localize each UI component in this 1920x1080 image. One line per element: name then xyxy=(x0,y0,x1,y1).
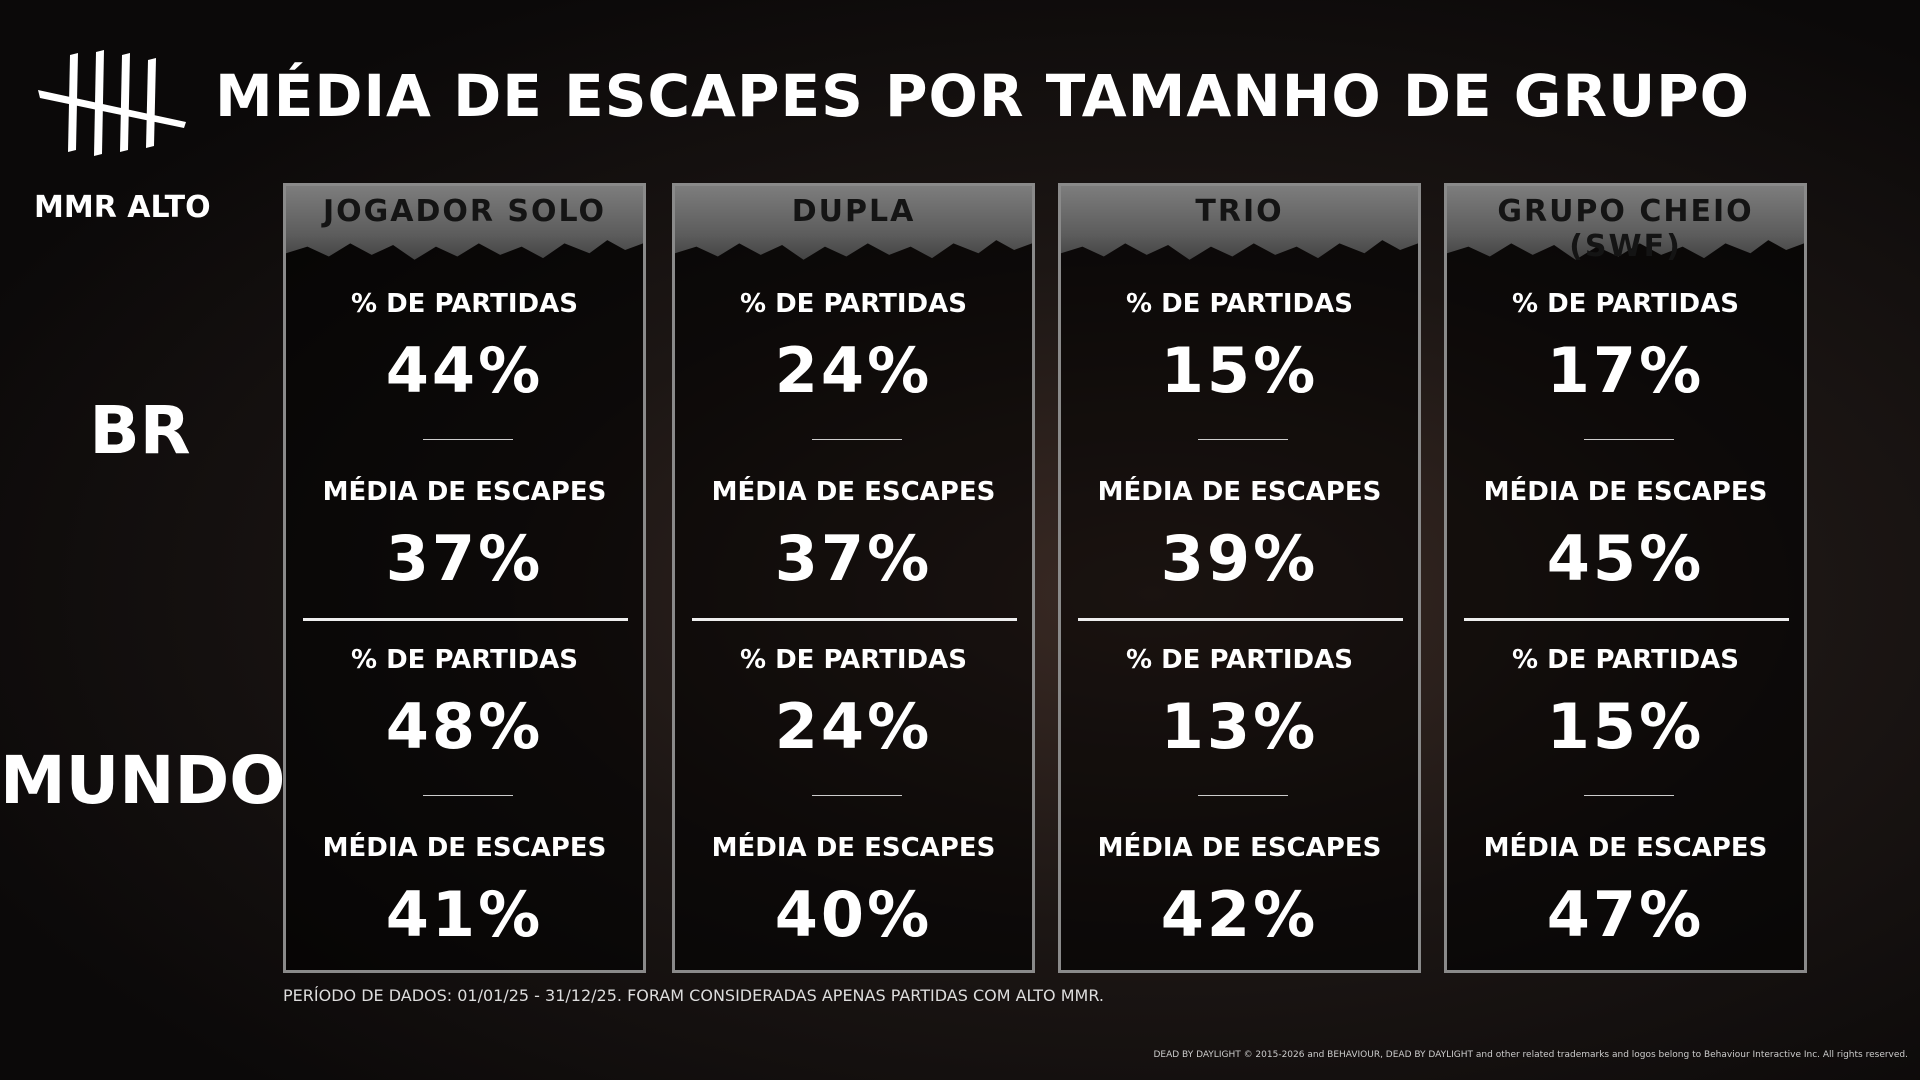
metric-value: 48% xyxy=(385,690,544,763)
metric-value: 44% xyxy=(385,334,544,407)
metric-value: 39% xyxy=(1160,522,1319,595)
copyright: DEAD BY DAYLIGHT © 2015-2026 and BEHAVIO… xyxy=(1153,1050,1908,1060)
metric-value: 24% xyxy=(774,690,933,763)
divider xyxy=(1464,618,1789,621)
metric-label: MÉDIA DE ESCAPES xyxy=(1097,477,1382,507)
group-name: JOGADOR SOLO xyxy=(322,194,607,229)
logo xyxy=(38,50,186,156)
title: MÉDIA DE ESCAPES POR TAMANHO DE GRUPO xyxy=(215,62,1750,130)
divider xyxy=(1584,439,1674,440)
group-name: DUPLA xyxy=(791,194,916,229)
metric-value: 15% xyxy=(1546,690,1705,763)
metric-value: 37% xyxy=(385,522,544,595)
metric-value: 24% xyxy=(774,334,933,407)
footnote: PERÍODO DE DADOS: 01/01/25 - 31/12/25. F… xyxy=(283,986,1104,1005)
divider xyxy=(812,439,902,440)
divider xyxy=(1198,795,1288,796)
group-card: TRIO % DE PARTIDAS 15% MÉDIA DE ESCAPES 39%%… xyxy=(1058,183,1421,973)
metric-label: MÉDIA DE ESCAPES xyxy=(1483,833,1768,863)
group-card: JOGADOR SOLO % DE PARTIDAS 44% MÉDIA DE ESC… xyxy=(283,183,646,973)
metric-label: % DE PARTIDAS xyxy=(351,289,578,319)
divider xyxy=(1198,439,1288,440)
metric-label: % DE PARTIDAS xyxy=(740,645,967,675)
metric-value: 37% xyxy=(774,522,933,595)
metric-label: % DE PARTIDAS xyxy=(740,289,967,319)
group-name: GRUPO CHEIO (SWF) xyxy=(1497,194,1754,264)
region-label: MUNDO xyxy=(0,742,286,819)
metric-label: % DE PARTIDAS xyxy=(1126,289,1353,319)
divider xyxy=(423,795,513,796)
metric-label: % DE PARTIDAS xyxy=(351,645,578,675)
metric-label: MÉDIA DE ESCAPES xyxy=(1483,477,1768,507)
metric-label: MÉDIA DE ESCAPES xyxy=(711,833,996,863)
group-card: DUPLA % DE PARTIDAS 24% MÉDIA DE ESCAPES 37%… xyxy=(672,183,1035,973)
metric-label: % DE PARTIDAS xyxy=(1512,289,1739,319)
metric-label: MÉDIA DE ESCAPES xyxy=(322,477,607,507)
metric-value: 17% xyxy=(1546,334,1705,407)
metric-label: % DE PARTIDAS xyxy=(1512,645,1739,675)
divider xyxy=(1078,618,1403,621)
divider xyxy=(303,618,628,621)
metric-label: % DE PARTIDAS xyxy=(1126,645,1353,675)
metric-value: 13% xyxy=(1160,690,1319,763)
metric-value: 40% xyxy=(774,878,933,951)
group-name: TRIO xyxy=(1195,194,1284,229)
metric-value: 15% xyxy=(1160,334,1319,407)
divider xyxy=(423,439,513,440)
metric-value: 41% xyxy=(385,878,544,951)
region-label: BR xyxy=(89,392,191,469)
divider xyxy=(812,795,902,796)
metric-label: MÉDIA DE ESCAPES xyxy=(711,477,996,507)
divider xyxy=(1584,795,1674,796)
metric-label: MÉDIA DE ESCAPES xyxy=(1097,833,1382,863)
group-card: GRUPO CHEIO (SWF) % DE PARTIDAS 17% MÉDIA D… xyxy=(1444,183,1807,973)
metric-value: 42% xyxy=(1160,878,1319,951)
divider xyxy=(692,618,1017,621)
metric-value: 47% xyxy=(1546,878,1705,951)
metric-label: MÉDIA DE ESCAPES xyxy=(322,833,607,863)
metric-value: 45% xyxy=(1546,522,1705,595)
subtitle: MMR ALTO xyxy=(34,190,211,225)
